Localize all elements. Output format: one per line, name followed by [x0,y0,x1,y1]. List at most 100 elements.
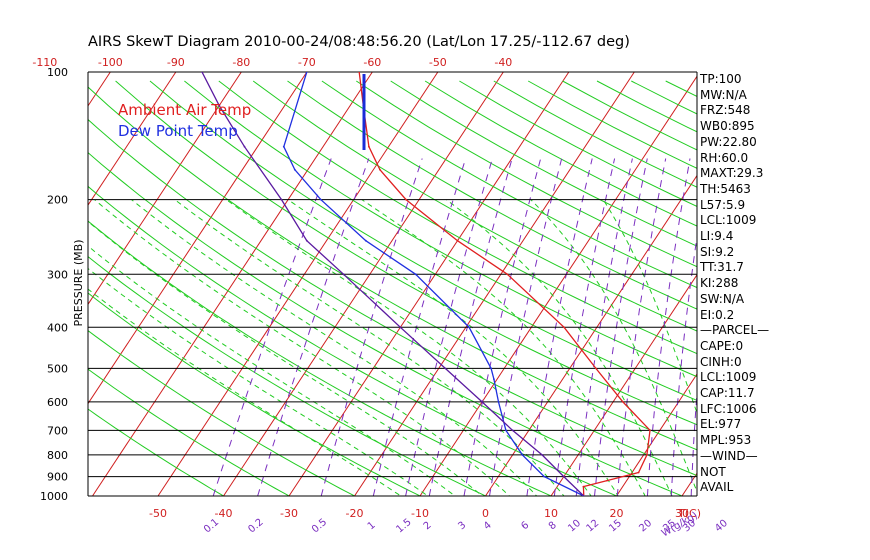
stability-index-item: CINH:0 [700,354,742,369]
dry-adiabat-line [88,256,487,496]
legend-dew-point-temp: Dew Point Temp [118,122,238,140]
pressure-tick-label: 100 [47,66,68,79]
top-temperature-tick-label: -60 [363,56,381,69]
stability-index-item: SI:9.2 [700,244,735,259]
profile-point-parcel [342,273,345,276]
profile-point-ambient-air-temp [358,72,361,73]
stability-index-item: TT:31.7 [700,260,744,275]
profile-point-parcel [511,429,514,432]
mixing-ratio-tick-label: 1 [366,520,378,533]
mixing-ratio-tick-label: 40 [713,518,730,535]
stability-index-item: PW:22.80 [700,134,757,149]
isotherm-line [223,72,504,496]
profile-point-ambient-air-temp [563,326,565,329]
stability-index-item: FRZ:548 [700,103,751,118]
top-temperature-tick-label: -110 [32,56,57,69]
profile-line-ambient-air-temp [358,72,651,496]
mixing-ratio-tick-label: 10 [566,518,583,535]
stability-index-item: AVAIL [700,480,734,495]
mixing-ratio-line [257,158,370,496]
stability-index-item: KI:288 [700,276,739,291]
stability-indices-list: TP:100 MW:N/A FRZ:548 WB0:895 PW:22.80 RH:60.… [700,72,865,496]
moist-adiabat-line [88,220,483,496]
stability-index-item: LFC:1006 [700,401,757,416]
stability-index-item: LCL:1009 [700,213,757,228]
dry-adiabat-line [184,80,697,378]
profile-point-ambient-air-temp [606,479,608,482]
bottom-temperature-tick-label: -10 [411,507,429,520]
stability-index-item: RH:60.0 [700,150,749,165]
profile-point-dew-point-temp [493,378,495,380]
moist-adiabat-line [88,288,402,496]
mixing-ratio-tick-label: 6 [519,520,531,533]
mixing-ratio-tick-label: 0.5 [310,517,329,536]
profile-point-dew-point-temp [319,198,322,201]
profile-point-parcel [481,401,483,403]
dry-adiabat-line [88,118,697,477]
profile-point-dew-point-temp [468,326,470,329]
stability-index-item: MAXT:29.3 [700,166,764,181]
profile-point-ambient-air-temp [405,198,407,201]
moist-adiabat-line [530,199,697,493]
moist-adiabat-line [225,199,592,496]
y-axis-title: PRESSURE (MB) [72,240,85,327]
isotherm-line [0,72,45,496]
pressure-tick-label: 500 [47,362,68,375]
moist-adiabat-line [602,199,697,415]
stability-index-item: TH:5463 [700,181,751,196]
isotherm-line [88,72,242,306]
mixing-ratio-tick-label: 15 [607,518,624,535]
top-temperature-tick-label: -100 [98,56,123,69]
moist-adiabat-line [131,199,538,496]
profile-point-dew-point-temp [414,273,417,276]
dry-adiabat-line [321,80,697,289]
stability-index-item: SW:N/A [700,291,745,306]
profile-point-dew-point-temp [543,475,546,478]
dry-adiabat-line [149,80,697,401]
dry-adiabat-line [88,408,225,496]
profile-point-ambient-air-temp [379,168,381,171]
profile-point-parcel [218,104,221,107]
top-temperature-tick-label: -40 [494,56,512,69]
profile-point-dew-point-temp [497,401,500,403]
isotherm-line [485,174,697,496]
dry-adiabat-line [88,292,422,496]
profile-point-parcel [243,145,246,148]
stability-index-item: EI:0.2 [700,307,735,322]
isotherm-line [288,72,570,496]
bottom-temperature-tick-label: -20 [346,507,364,520]
stability-index-item: —WIND— [700,448,758,463]
moist-adiabat-line [88,245,456,496]
isobars [87,71,698,497]
dry-adiabat-line [88,368,291,496]
profile-point-dew-point-temp [305,72,308,73]
top-temperature-tick-label: -80 [232,56,250,69]
mixing-ratio-tick-label: 4 [482,520,494,533]
mixing-ratio-line [320,158,423,496]
top-temperature-tick-label: -50 [429,56,447,69]
legend-label-dewpoint: Dew Point Temp [118,122,238,140]
profile-point-parcel [541,454,543,456]
pressure-tick-label: 700 [47,424,68,437]
profile-point-parcel [562,475,565,478]
pressure-tick-label: 400 [47,321,68,334]
dry-adiabat-line [356,80,697,268]
stability-index-item: WB0:895 [700,119,755,134]
bottom-temperature-tick-label: 20 [610,507,624,520]
profile-point-ambient-air-temp [456,239,459,242]
pressure-tick-label: 300 [47,268,68,281]
dry-adiabat-line [88,86,697,451]
dry-adiabat-line [287,80,697,310]
x-axis-unit-label: T(C) [677,507,701,520]
background-lines [0,72,697,496]
legend-ambient-air-temp: Ambient Air Temp [118,101,251,119]
top-temperature-tick-label: -70 [298,56,316,69]
isotherm-line [419,75,697,496]
mixing-ratio-tick-label: 3 [456,520,468,533]
profile-point-dew-point-temp [293,168,296,171]
mixing-ratio-tick-label: 8 [547,520,559,533]
profile-point-parcel [582,495,585,496]
bottom-temperature-tick-label: 10 [544,507,558,520]
mixing-ratio-tick-label: 20 [637,518,654,535]
profile-point-parcel [280,198,283,201]
